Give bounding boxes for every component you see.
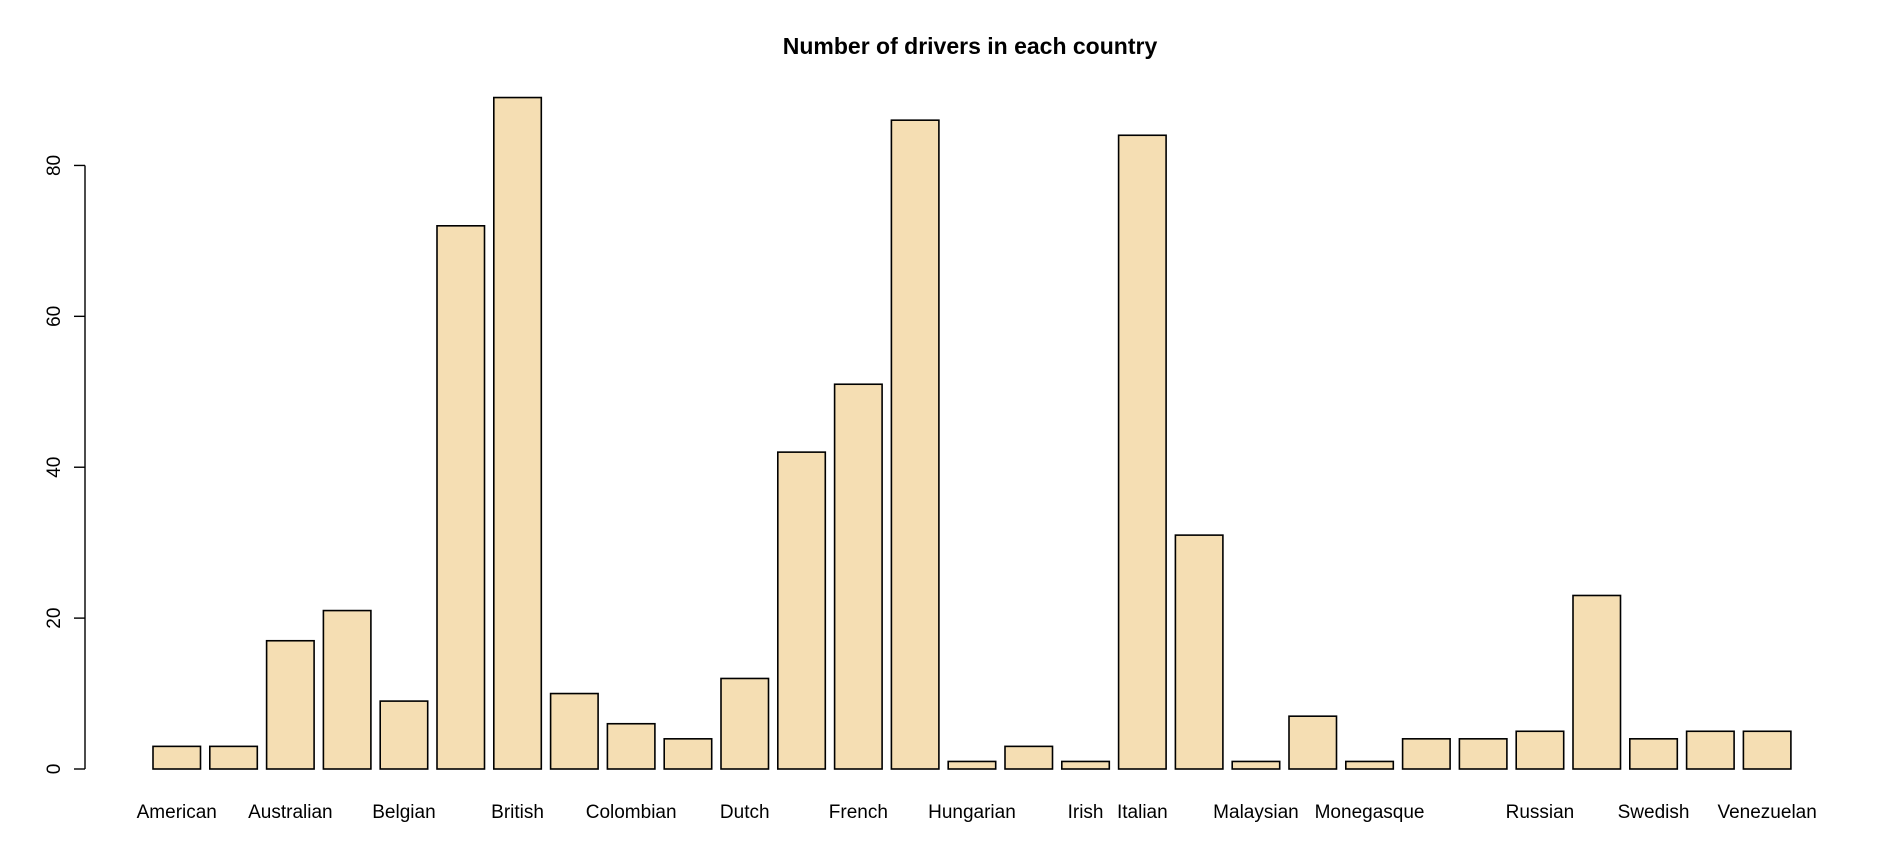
x-tick-label: Belgian bbox=[372, 802, 435, 823]
bar bbox=[265, 639, 315, 770]
bar bbox=[1685, 730, 1735, 770]
bar bbox=[1401, 738, 1451, 770]
x-tick-label: Dutch bbox=[720, 802, 770, 823]
x-tick-label: American bbox=[137, 802, 217, 823]
bar bbox=[1174, 534, 1224, 770]
x-tick-label: Irish bbox=[1068, 802, 1104, 823]
bar bbox=[492, 96, 543, 770]
bar bbox=[436, 225, 486, 770]
y-tick-label: 0 bbox=[44, 764, 65, 775]
bar bbox=[947, 760, 997, 770]
bar bbox=[663, 738, 713, 770]
x-tick-label: Hungarian bbox=[928, 802, 1016, 823]
bar bbox=[1629, 738, 1679, 770]
x-tick-label: Italian bbox=[1117, 802, 1168, 823]
bar bbox=[890, 119, 940, 770]
bar bbox=[209, 745, 259, 770]
y-axis: 0 20 40 60 80 bbox=[44, 155, 86, 775]
y-tick-label: 80 bbox=[44, 155, 65, 176]
bar bbox=[379, 700, 429, 770]
bar bbox=[1061, 760, 1111, 770]
x-tick-label: Venezuelan bbox=[1717, 802, 1816, 823]
x-tick-label: Colombian bbox=[586, 802, 677, 823]
y-tick-label: 60 bbox=[44, 306, 65, 327]
bar bbox=[152, 745, 202, 770]
x-tick-label: Swedish bbox=[1618, 802, 1690, 823]
bar bbox=[776, 451, 827, 770]
bar bbox=[322, 609, 372, 770]
chart-title: Number of drivers in each country bbox=[783, 33, 1158, 59]
bar bbox=[1572, 594, 1622, 770]
y-tick-label: 20 bbox=[44, 608, 65, 629]
x-tick-label: Malaysian bbox=[1213, 802, 1299, 823]
x-axis-labels: American Australian Belgian British Colombia… bbox=[137, 802, 1817, 823]
bar bbox=[1515, 730, 1565, 770]
bar bbox=[1345, 760, 1395, 770]
x-tick-label: British bbox=[491, 802, 544, 823]
bar bbox=[1742, 730, 1792, 770]
bar bbox=[1288, 715, 1338, 770]
bar bbox=[833, 383, 883, 770]
bar bbox=[606, 722, 656, 770]
x-tick-label: Russian bbox=[1506, 802, 1575, 823]
x-tick-label: French bbox=[829, 802, 888, 823]
bar bbox=[1004, 745, 1054, 770]
bar bbox=[1117, 134, 1167, 770]
bar bbox=[549, 692, 599, 770]
bar bbox=[1231, 760, 1281, 770]
bar bbox=[720, 677, 770, 770]
bar bbox=[1458, 738, 1508, 770]
bars bbox=[152, 96, 1792, 770]
x-tick-label: Monegasque bbox=[1315, 802, 1425, 823]
x-tick-label: Australian bbox=[248, 802, 333, 823]
y-tick-label: 40 bbox=[44, 457, 65, 478]
